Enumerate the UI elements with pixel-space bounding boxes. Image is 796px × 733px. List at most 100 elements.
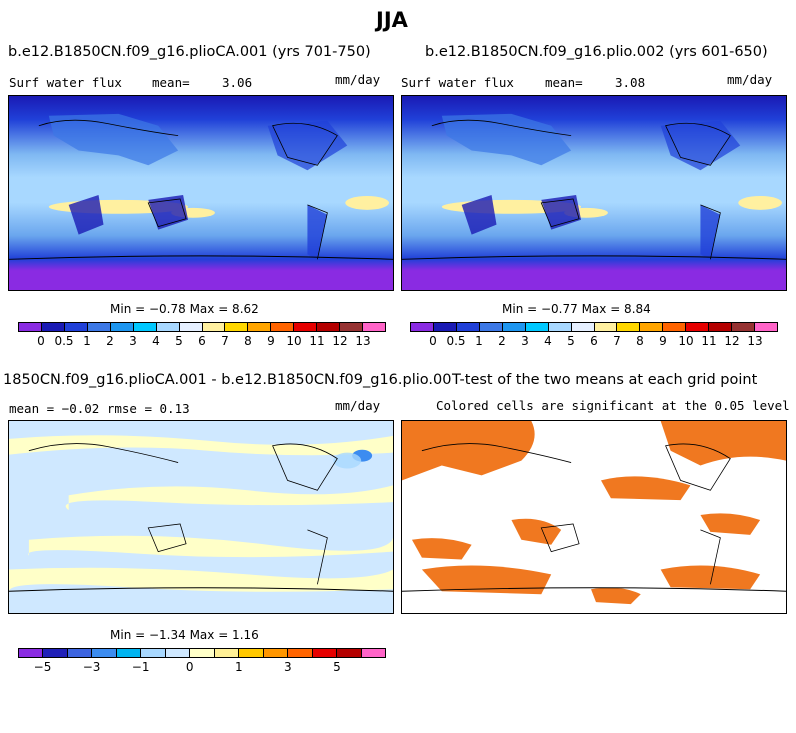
colorbar-tick-label: −5 (33, 660, 52, 674)
colorbar-tick-label: 8 (244, 334, 252, 348)
colorbar-swatch (709, 323, 733, 331)
map-panel-1 (8, 95, 394, 291)
colorbar-swatch (41, 323, 65, 331)
colorbar-tick-label: 2 (498, 334, 506, 348)
colorbar-swatch (571, 323, 595, 331)
colorbar-tick-label: 10 (286, 334, 302, 348)
panel4-subtitle: Colored cells are significant at the 0.0… (436, 398, 790, 413)
panel1-minmax: Min = −0.78 Max = 8.62 (110, 302, 259, 316)
colorbar-tick-label: 10 (678, 334, 694, 348)
colorbar-swatch (340, 323, 364, 331)
colorbar-tick-label: 0.5 (54, 334, 74, 348)
colorbar-swatch (43, 649, 68, 657)
panel1-field: Surf water flux (9, 75, 122, 90)
colorbar-swatch (248, 323, 272, 331)
colorbar-tick-label: 0.5 (446, 334, 466, 348)
colorbar-swatch (363, 323, 385, 331)
flux-map-2 (402, 96, 786, 290)
diff-map (9, 421, 393, 613)
colorbar-swatch (64, 323, 88, 331)
colorbar-swatch (190, 649, 215, 657)
colorbar-swatch (116, 649, 142, 657)
colorbar-tick-label: 7 (613, 334, 621, 348)
panel2-mean-label: mean= (545, 75, 583, 90)
colorbar-swatch (294, 323, 318, 331)
colorbar-swatch (288, 649, 313, 657)
colorbar-tick-label: 2 (106, 334, 114, 348)
colorbar-2 (410, 322, 778, 332)
colorbar-1 (18, 322, 386, 332)
colorbar-swatch (502, 323, 526, 331)
panel2-units: mm/day (727, 72, 773, 87)
colorbar-swatch (755, 323, 777, 331)
colorbar-swatch (19, 323, 42, 331)
colorbar-swatch (271, 323, 295, 331)
colorbar-tick-label: 1 (475, 334, 483, 348)
colorbar-tick-label: 3 (521, 334, 529, 348)
colorbar-tick-label: 13 (355, 334, 371, 348)
colorbar-swatch (312, 649, 338, 657)
colorbar-swatch (433, 323, 457, 331)
colorbar-tick-label: 0 (429, 334, 437, 348)
panel3-stats: mean = −0.02 rmse = 0.13 (9, 401, 190, 416)
colorbar-swatch (525, 323, 549, 331)
colorbar-swatch (479, 323, 503, 331)
flux-map-1 (9, 96, 393, 290)
panel1-title: b.e12.B1850CN.f09_g16.plioCA.001 (yrs 70… (8, 44, 371, 60)
panel2-title: b.e12.B1850CN.f09_g16.plio.002 (yrs 601-… (425, 44, 768, 60)
colorbar-tick-label: −1 (131, 660, 150, 674)
colorbar-tick-label: 11 (309, 334, 325, 348)
colorbar-swatch (263, 649, 289, 657)
colorbar-tick-label: 8 (636, 334, 644, 348)
colorbar-tick-label: 3 (129, 334, 137, 348)
colorbar-swatch (141, 649, 166, 657)
colorbar-swatch (92, 649, 117, 657)
colorbar-tick-label: 4 (544, 334, 552, 348)
colorbar-swatch (202, 323, 226, 331)
figure-title: JJA (376, 8, 408, 32)
colorbar-swatch (87, 323, 111, 331)
colorbar-swatch (732, 323, 756, 331)
map-panel-2 (401, 95, 787, 291)
panel2-minmax: Min = −0.77 Max = 8.84 (502, 302, 651, 316)
panel4-title: T-test of the two means at each grid poi… (452, 372, 758, 388)
colorbar-tick-label: 0 (37, 334, 45, 348)
colorbar-swatch (337, 649, 362, 657)
colorbar-tick-label: 7 (221, 334, 229, 348)
colorbar-swatch (133, 323, 157, 331)
colorbar-swatch (456, 323, 480, 331)
colorbar-swatch (239, 649, 264, 657)
colorbar-swatch (411, 323, 434, 331)
colorbar-swatch (548, 323, 572, 331)
map-panel-3 (8, 420, 394, 614)
colorbar-tick-label: 4 (152, 334, 160, 348)
colorbar-tick-label: 9 (659, 334, 667, 348)
colorbar-tick-label: 5 (567, 334, 575, 348)
colorbar-swatch (361, 649, 386, 657)
ttest-map (402, 421, 786, 613)
panel3-title: 1850CN.f09_g16.plioCA.001 - b.e12.B1850C… (3, 372, 461, 388)
map-panel-4 (401, 420, 787, 614)
colorbar-tick-label: 12 (332, 334, 348, 348)
panel1-mean-label: mean= (152, 75, 190, 90)
colorbar-swatch (594, 323, 618, 331)
panel1-mean: 3.06 (222, 75, 253, 90)
panel2-mean: 3.08 (615, 75, 646, 90)
colorbar-tick-label: 9 (267, 334, 275, 348)
colorbar-swatch (165, 649, 191, 657)
colorbar-swatch (663, 323, 687, 331)
colorbar-swatch (110, 323, 134, 331)
colorbar-tick-label: −3 (82, 660, 101, 674)
panel3-minmax: Min = −1.34 Max = 1.16 (110, 628, 259, 642)
colorbar-swatch (156, 323, 180, 331)
colorbar-swatch (214, 649, 240, 657)
colorbar-tick-label: 5 (175, 334, 183, 348)
colorbar-swatch (317, 323, 341, 331)
panel3-units: mm/day (335, 398, 381, 413)
colorbar-swatch (686, 323, 710, 331)
colorbar-tick-label: 6 (198, 334, 206, 348)
colorbar-tick-label: 13 (747, 334, 763, 348)
colorbar-swatch (640, 323, 664, 331)
colorbar-swatch (179, 323, 203, 331)
colorbar-swatch (19, 649, 44, 657)
